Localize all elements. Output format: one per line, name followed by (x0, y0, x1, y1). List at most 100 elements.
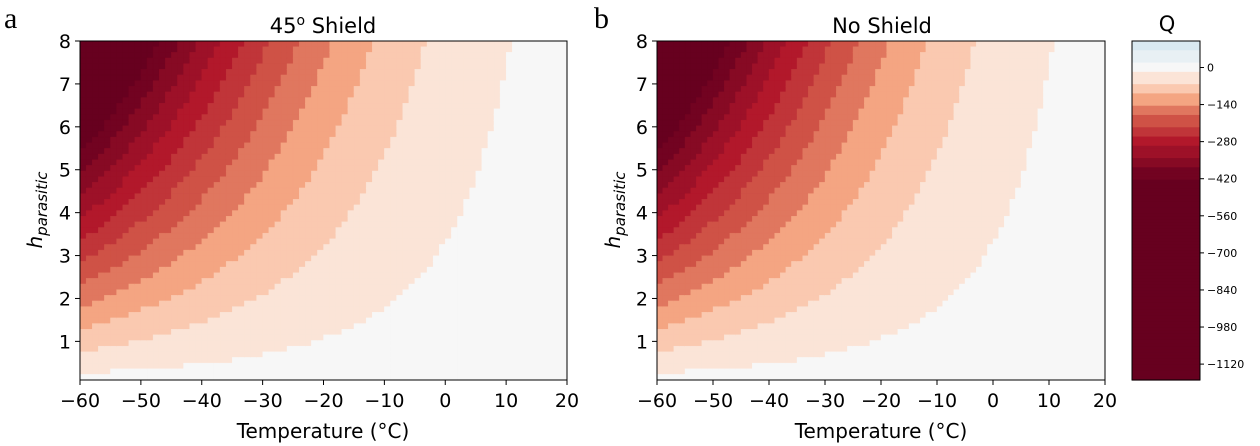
heatmap-cell (372, 232, 380, 240)
heatmap-cell (183, 119, 191, 127)
heatmap-cell (505, 328, 513, 336)
heatmap-cell (365, 97, 373, 104)
heatmap-cell (225, 249, 233, 257)
heatmap-cell (213, 46, 221, 54)
heatmap-cell (177, 323, 185, 330)
heatmap-cell (329, 261, 337, 268)
heatmap-cell (238, 153, 246, 161)
heatmap-cell (110, 176, 118, 184)
heatmap-cell (548, 153, 556, 161)
heatmap-cell (298, 46, 306, 54)
heatmap-cell (347, 80, 355, 87)
heatmap-cell (165, 244, 173, 251)
heatmap-cell (165, 215, 173, 223)
heatmap-cell (256, 312, 264, 319)
heatmap-cell (384, 204, 392, 212)
heatmap-cell (493, 52, 501, 59)
heatmap-cell (104, 74, 112, 82)
heatmap-cell (134, 108, 142, 116)
heatmap-cell (536, 125, 544, 133)
heatmap-cell (518, 119, 526, 127)
heatmap-cell (152, 136, 160, 144)
heatmap-cell (207, 215, 215, 223)
heatmap-cell (152, 74, 160, 82)
heatmap-cell (219, 41, 227, 48)
heatmap-cell (232, 232, 240, 240)
heatmap-cell (372, 142, 380, 150)
heatmap-cell (481, 148, 489, 155)
heatmap-cell (384, 148, 392, 155)
heatmap-cell (542, 249, 550, 257)
heatmap-cell (292, 221, 300, 229)
heatmap-cell (426, 340, 434, 347)
heatmap-cell (244, 244, 252, 251)
heatmap-cell (662, 97, 669, 104)
heatmap-cell (262, 289, 270, 297)
heatmap-cell (353, 238, 361, 246)
heatmap-cell (232, 103, 240, 110)
heatmap-cell (225, 334, 233, 342)
heatmap-cell (408, 266, 416, 274)
heatmap-cell (158, 300, 166, 308)
heatmap-cell (323, 368, 331, 376)
heatmap-cell (104, 244, 112, 251)
heatmap-cell (512, 57, 520, 65)
heatmap-cell (475, 340, 483, 347)
heatmap-cell (524, 108, 532, 116)
heatmap-cell (311, 340, 319, 347)
heatmap-cell (481, 345, 489, 353)
heatmap-cell (475, 328, 483, 336)
heatmap-cell (359, 153, 367, 161)
heatmap-cell (232, 69, 240, 76)
heatmap-cell (499, 244, 507, 251)
heatmap-cell (262, 317, 270, 325)
heatmap-cell (365, 238, 373, 246)
heatmap-cell (232, 148, 240, 155)
heatmap-cell (378, 131, 386, 138)
heatmap-cell (518, 114, 526, 121)
heatmap-cell (414, 328, 422, 336)
heatmap-cell (268, 340, 276, 347)
heatmap-cell (414, 193, 422, 200)
heatmap-cell (445, 41, 453, 48)
heatmap-cell (195, 57, 203, 65)
heatmap-cell (213, 351, 221, 359)
heatmap-cell (305, 351, 313, 359)
heatmap-cell (353, 63, 361, 70)
heatmap-cell (134, 238, 142, 246)
heatmap-cell (475, 187, 483, 195)
heatmap-cell (420, 351, 428, 359)
heatmap-cell (335, 300, 343, 308)
heatmap-cell (171, 227, 179, 234)
heatmap-cell (469, 193, 477, 200)
heatmap-cell (158, 345, 166, 353)
heatmap-cell (426, 232, 434, 240)
heatmap-cell (183, 170, 191, 178)
heatmap-cell (323, 204, 331, 212)
heatmap-cell (244, 153, 252, 161)
heatmap-cell (469, 176, 477, 184)
heatmap-cell (311, 86, 319, 93)
heatmap-cell (493, 97, 501, 104)
heatmap-cell (274, 165, 282, 172)
heatmap-cell (372, 300, 380, 308)
heatmap-cell (250, 351, 258, 359)
heatmap-cell (213, 345, 221, 353)
heatmap-cell (524, 232, 532, 240)
heatmap-cell (298, 182, 306, 189)
heatmap-cell (475, 261, 483, 268)
heatmap-cell (213, 283, 221, 291)
heatmap-cell (487, 170, 495, 178)
heatmap-cell (420, 69, 428, 76)
heatmap-cell (384, 108, 392, 116)
heatmap-cell (250, 80, 258, 87)
heatmap-cell (493, 244, 501, 251)
heatmap-cell (128, 170, 136, 178)
heatmap-cell (311, 182, 319, 189)
heatmap-cell (311, 91, 319, 99)
heatmap-cell (518, 159, 526, 167)
heatmap-cell (505, 153, 513, 161)
heatmap-cell (420, 46, 428, 54)
heatmap-cell (662, 232, 669, 240)
heatmap-cell (408, 46, 416, 54)
